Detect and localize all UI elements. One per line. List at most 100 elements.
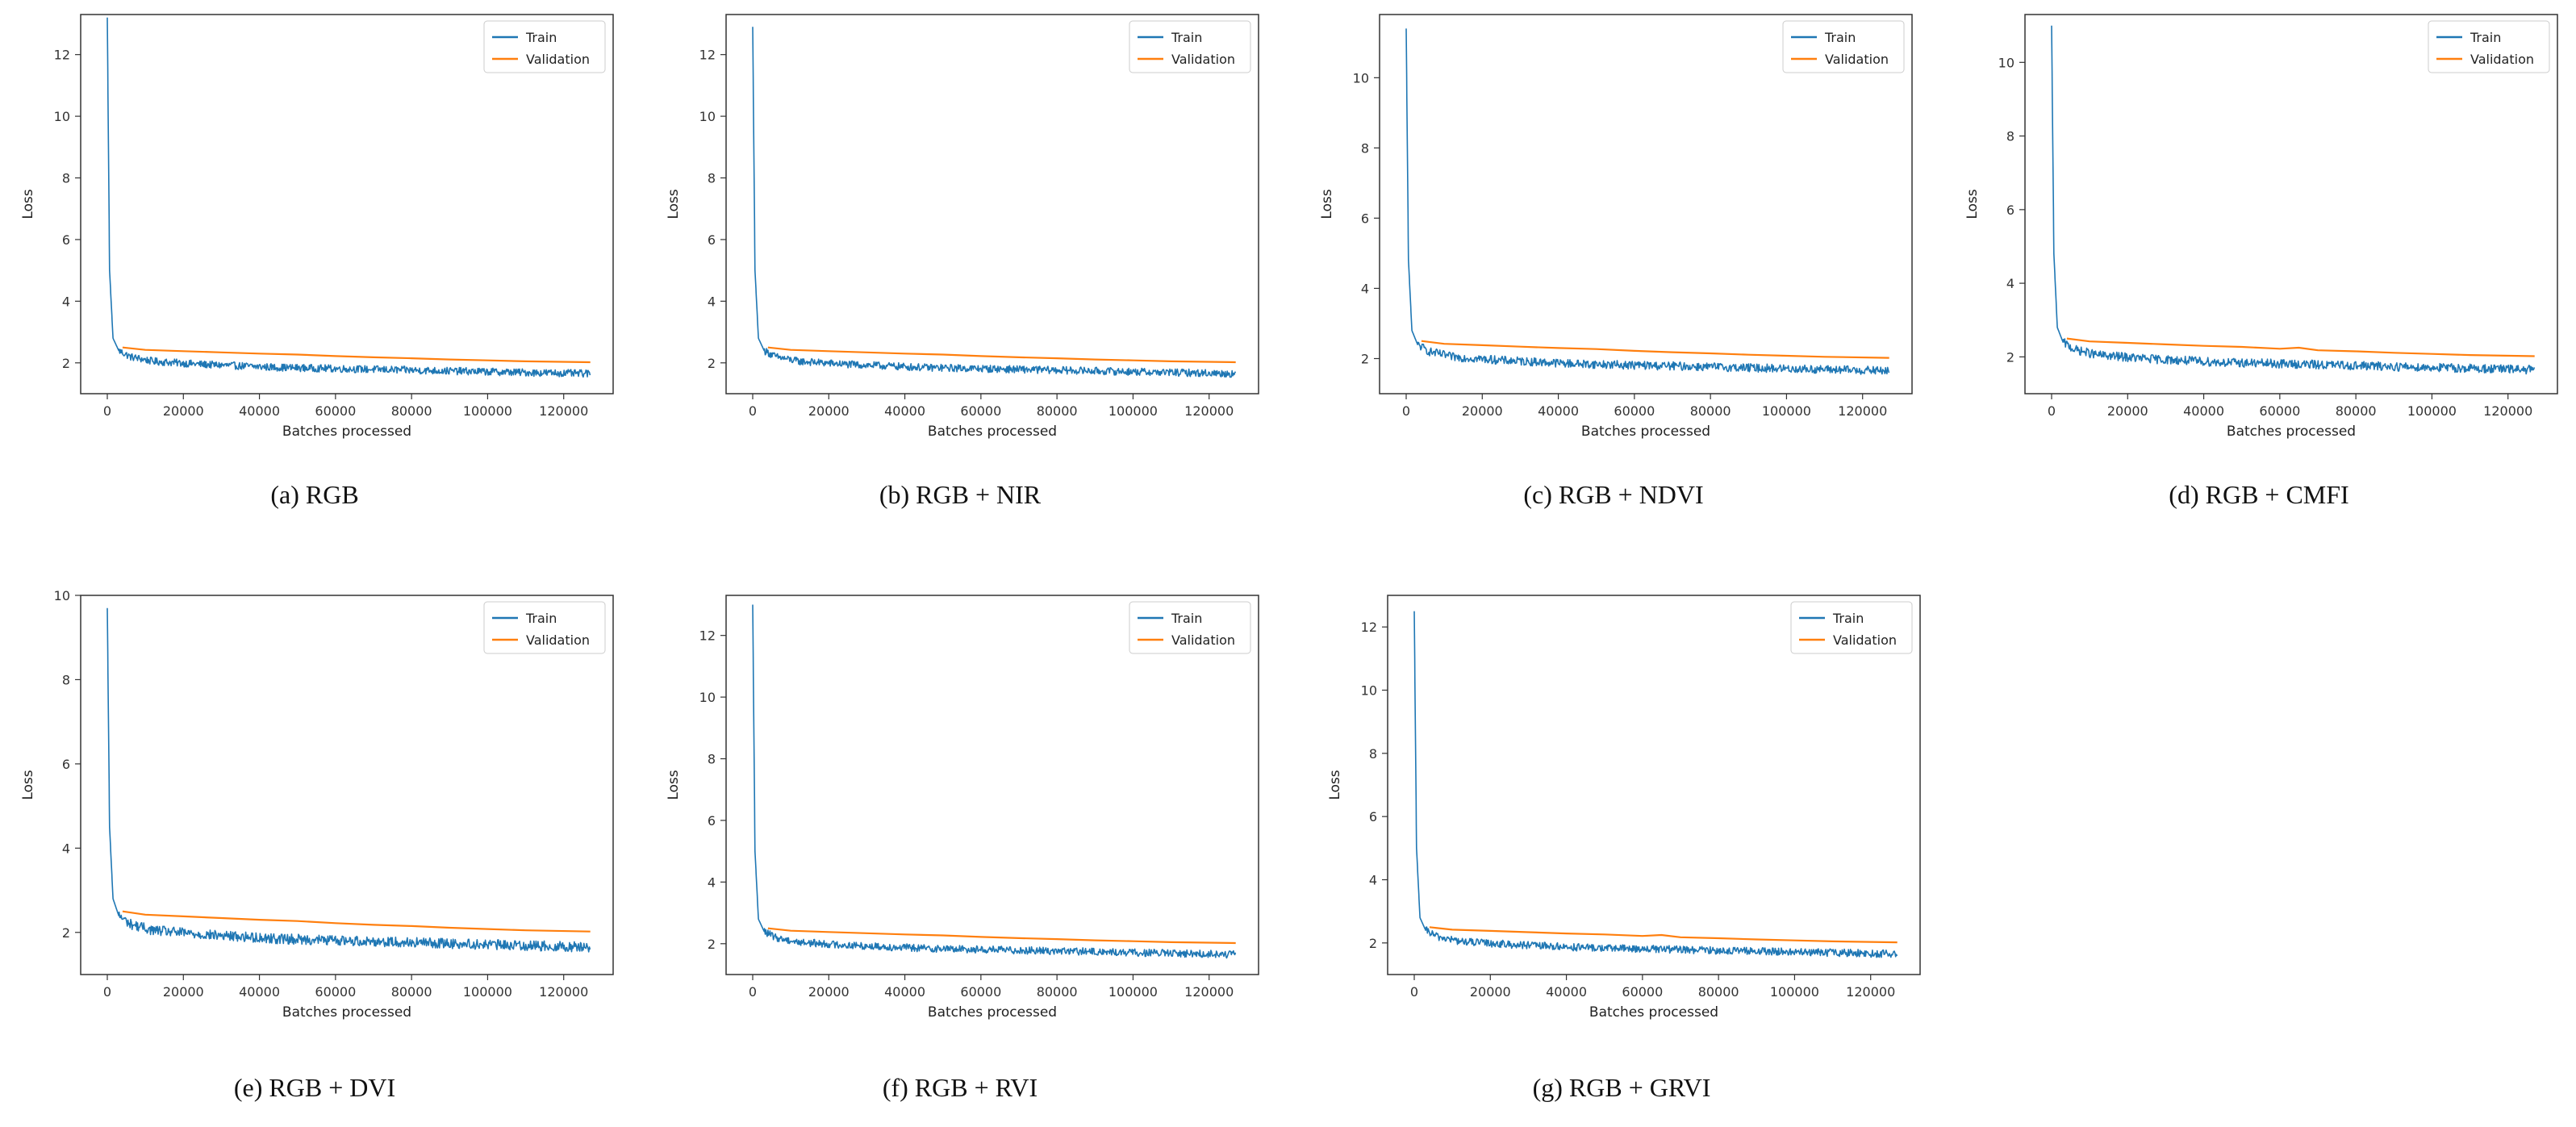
x-tick-label: 0 [1402, 403, 1410, 419]
chart-c: 0 20000 40000 60000 80000 100000 120000 2 4 6 8 10 B… [1319, 14, 1913, 440]
caption-f: (f) RGB + RVI [882, 1073, 1038, 1102]
series-line-train [752, 27, 1237, 378]
x-tick-label: 80000 [1037, 984, 1078, 1000]
x-tick-label: 0 [103, 984, 111, 1000]
chart-g: 0 20000 40000 60000 80000 100000 120000 2 4 6 8 10 1… [1327, 595, 1921, 1021]
series-line-train [106, 607, 591, 953]
plot-frame [1387, 595, 1921, 975]
legend-label-train: Train [525, 611, 557, 626]
x-tick-label: 20000 [1470, 984, 1511, 1000]
x-tick-label: 0 [749, 403, 757, 419]
plot-frame [1379, 14, 1913, 394]
y-tick-label: 2 [62, 925, 70, 941]
x-tick-label: 60000 [960, 403, 1001, 419]
caption-c: (c) RGB + NDVI [1523, 480, 1704, 509]
caption-e: (e) RGB + DVI [233, 1073, 396, 1102]
legend-label-validation: Validation [1825, 52, 1889, 67]
x-tick-label: 120000 [2483, 403, 2532, 419]
series-line-train [752, 604, 1237, 959]
series-line-train [1405, 28, 1890, 375]
y-tick-label: 8 [708, 171, 716, 186]
y-tick-label: 10 [1998, 55, 2014, 70]
series-line-train [2051, 25, 2536, 375]
x-tick-label: 60000 [315, 984, 356, 1000]
x-tick-label: 40000 [239, 403, 280, 419]
legend-label-train: Train [525, 30, 557, 45]
y-tick-label: 6 [1369, 809, 1377, 824]
x-tick-label: 80000 [391, 403, 432, 419]
y-axis-label: Loss [1319, 189, 1335, 219]
caption-b: (b) RGB + NIR [879, 480, 1042, 509]
y-tick-label: 12 [1361, 620, 1377, 635]
series-line-validation [2066, 337, 2535, 357]
x-tick-label: 100000 [1108, 984, 1158, 1000]
x-tick-label: 100000 [1108, 403, 1158, 419]
x-axis-label: Batches processed [282, 1004, 411, 1021]
x-axis-label: Batches processed [282, 424, 411, 440]
x-tick-label: 20000 [1462, 403, 1503, 419]
y-tick-label: 4 [62, 841, 70, 856]
legend-label-train: Train [2470, 30, 2501, 45]
x-tick-label: 100000 [2407, 403, 2457, 419]
y-tick-label: 6 [708, 232, 716, 248]
y-axis-label: Loss [666, 770, 682, 799]
y-tick-label: 10 [699, 109, 716, 124]
y-tick-label: 2 [708, 937, 716, 952]
x-tick-label: 120000 [1846, 984, 1895, 1000]
x-tick-label: 120000 [539, 984, 588, 1000]
y-tick-label: 2 [1369, 936, 1377, 951]
y-tick-label: 6 [62, 232, 70, 248]
x-tick-label: 40000 [1538, 403, 1579, 419]
y-tick-label: 4 [2006, 276, 2014, 291]
series-line-validation [767, 346, 1236, 364]
y-tick-label: 10 [54, 109, 70, 124]
series-line-validation [1421, 340, 1889, 359]
y-tick-label: 4 [708, 874, 716, 890]
series-line-train [1413, 611, 1898, 958]
y-tick-label: 10 [54, 588, 70, 603]
x-axis-label: Batches processed [928, 424, 1057, 440]
y-tick-label: 6 [708, 813, 716, 829]
x-tick-label: 100000 [463, 984, 512, 1000]
x-tick-label: 120000 [539, 403, 588, 419]
chart-panel-e: 0 20000 40000 60000 80000 100000 120000 2 4 6 8 10 B… [0, 581, 629, 1127]
y-axis-label: Loss [666, 189, 682, 219]
x-tick-label: 60000 [960, 984, 1001, 1000]
x-tick-label: 40000 [239, 984, 280, 1000]
y-tick-label: 2 [1361, 351, 1369, 366]
x-tick-label: 0 [2048, 403, 2056, 419]
y-axis-label: Loss [1327, 770, 1343, 799]
y-tick-label: 2 [708, 356, 716, 371]
legend-label-validation: Validation [2470, 52, 2534, 67]
plot-frame [725, 595, 1259, 975]
x-tick-label: 120000 [1838, 403, 1887, 419]
y-axis-label: Loss [1964, 189, 1981, 219]
x-tick-label: 80000 [2336, 403, 2377, 419]
caption-g: (g) RGB + GRVI [1532, 1073, 1711, 1102]
chart-b: 0 20000 40000 60000 80000 100000 120000 2 4 6 8 10 1… [666, 14, 1259, 440]
legend-label-validation: Validation [526, 52, 590, 67]
y-tick-label: 4 [1361, 281, 1369, 296]
y-tick-label: 12 [699, 628, 716, 644]
caption-a: (a) RGB [270, 480, 359, 509]
x-tick-label: 40000 [884, 984, 925, 1000]
y-tick-label: 2 [2006, 349, 2014, 365]
x-tick-label: 20000 [163, 984, 204, 1000]
y-tick-label: 2 [62, 356, 70, 371]
x-tick-label: 80000 [1037, 403, 1078, 419]
legend-label-train: Train [1171, 30, 1202, 45]
y-tick-label: 6 [62, 757, 70, 772]
chart-panel-g: 0 20000 40000 60000 80000 100000 120000 2 4 6 8 10 1… [1307, 581, 1936, 1127]
x-tick-label: 60000 [2259, 403, 2300, 419]
plot-frame [725, 14, 1259, 394]
x-tick-label: 40000 [1546, 984, 1587, 1000]
chart-e: 0 20000 40000 60000 80000 100000 120000 2 4 6 8 10 B… [20, 588, 614, 1021]
y-axis-label: Loss [20, 189, 36, 219]
chart-f: 0 20000 40000 60000 80000 100000 120000 2 4 6 8 10 1… [666, 595, 1259, 1021]
y-tick-label: 10 [1353, 70, 1369, 86]
y-tick-label: 10 [1361, 683, 1377, 699]
chart-a: 0 20000 40000 60000 80000 100000 120000 2 4 6 8 10 1… [20, 14, 614, 440]
y-axis-label: Loss [20, 770, 36, 799]
y-tick-label: 6 [1361, 211, 1369, 226]
caption-d: (d) RGB + CMFI [2169, 480, 2349, 509]
